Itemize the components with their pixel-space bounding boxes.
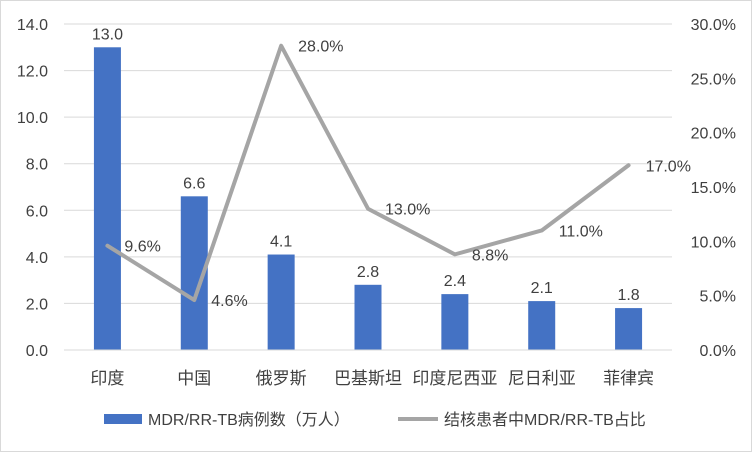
bar bbox=[267, 254, 295, 350]
y-right-tick-label: 20.0% bbox=[691, 126, 736, 143]
y-right-tick-label: 30.0% bbox=[691, 17, 736, 34]
bar-series bbox=[93, 47, 643, 351]
line-data-label: 4.6% bbox=[211, 293, 247, 310]
axes: 0.0 2.0 4.0 6.0 8.0 10.0 12.0 14.0 0.0% 5.0% 10.0%… bbox=[17, 17, 736, 388]
data-labels: 13.0 6.6 4.1 2.8 2.4 2.1 1.8 9.6% 4.6% 28.0% 13.0%… bbox=[92, 26, 691, 310]
legend: MDR/RR-TB病例数（万人） 结核患者中MDR/RR-TB占比 bbox=[104, 411, 646, 429]
line-point bbox=[541, 229, 543, 231]
bar-data-label: 1.8 bbox=[617, 287, 639, 304]
y-left-tick-label: 2.0 bbox=[26, 296, 48, 313]
x-category-label: 印度尼西亚 bbox=[412, 369, 497, 388]
line-data-label: 11.0% bbox=[559, 223, 603, 240]
bar-data-label: 2.8 bbox=[357, 264, 379, 281]
bar-data-label: 2.1 bbox=[531, 280, 553, 297]
line-data-label: 9.6% bbox=[124, 239, 160, 256]
line-data-label: 8.8% bbox=[472, 247, 508, 264]
line-point bbox=[280, 45, 282, 47]
bar-data-label: 6.6 bbox=[183, 175, 205, 192]
bar bbox=[354, 284, 382, 350]
line-data-label: 17.0% bbox=[646, 158, 691, 175]
x-category-label: 俄罗斯 bbox=[256, 369, 307, 388]
y-right-tick-label: 25.0% bbox=[691, 71, 736, 88]
y-left-tick-label: 8.0 bbox=[26, 157, 48, 174]
y-left-tick-label: 14.0 bbox=[17, 17, 48, 34]
x-category-label: 巴基斯坦 bbox=[334, 369, 402, 388]
x-category-label: 菲律宾 bbox=[603, 369, 654, 388]
y-right-tick-label: 5.0% bbox=[700, 289, 736, 306]
bar-data-label: 13.0 bbox=[92, 26, 123, 43]
line-data-label: 28.0% bbox=[298, 39, 343, 56]
bar-data-label: 4.1 bbox=[270, 234, 292, 251]
y-right-tick-label: 15.0% bbox=[691, 180, 736, 197]
y-left-tick-label: 4.0 bbox=[26, 250, 48, 267]
line-point bbox=[367, 208, 369, 210]
bar bbox=[93, 47, 121, 351]
line-point bbox=[106, 245, 108, 247]
y-left-tick-label: 12.0 bbox=[17, 64, 48, 81]
x-category-label: 尼日利亚 bbox=[508, 369, 576, 388]
bar bbox=[441, 294, 469, 350]
x-category-label: 中国 bbox=[177, 369, 211, 388]
y-left-tick-label: 6.0 bbox=[26, 203, 48, 220]
line-point bbox=[628, 164, 630, 166]
line-point bbox=[454, 253, 456, 255]
y-left-tick-label: 10.0 bbox=[17, 110, 48, 127]
bar bbox=[528, 301, 556, 350]
line-data-label: 13.0% bbox=[385, 202, 430, 219]
legend-bar-swatch bbox=[104, 414, 142, 424]
y-right-tick-label: 0.0% bbox=[700, 343, 736, 360]
y-right-tick-label: 10.0% bbox=[691, 234, 736, 251]
x-category-label: 印度 bbox=[90, 369, 124, 388]
bar bbox=[615, 308, 643, 350]
legend-bar-label: MDR/RR-TB病例数（万人） bbox=[148, 411, 350, 429]
legend-line-label: 结核患者中MDR/RR-TB占比 bbox=[444, 411, 646, 429]
line-point bbox=[193, 299, 195, 301]
bar-data-label: 2.4 bbox=[444, 273, 466, 290]
gridlines bbox=[64, 23, 672, 304]
y-left-tick-label: 0.0 bbox=[26, 343, 48, 360]
line-series bbox=[105, 43, 631, 303]
